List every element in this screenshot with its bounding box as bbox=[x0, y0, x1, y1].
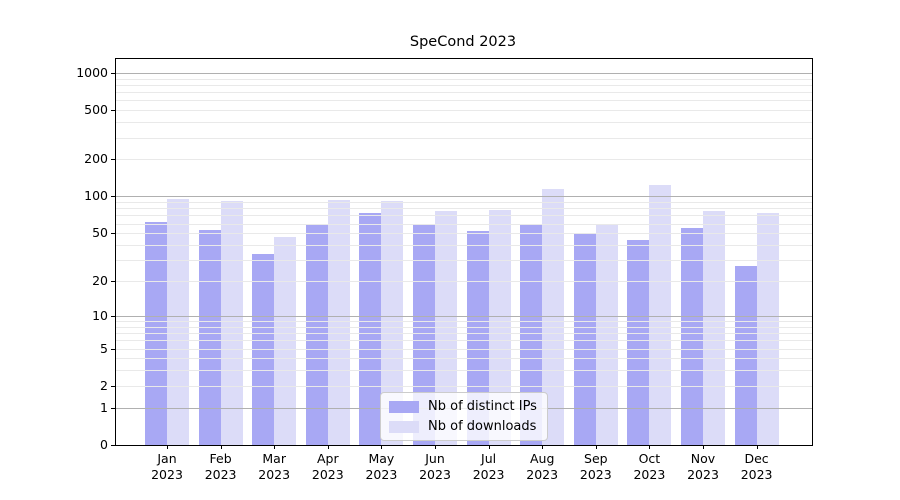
y-tick-label: 20 bbox=[92, 273, 108, 289]
y-tick-label: 0 bbox=[100, 437, 108, 452]
gridline-minor bbox=[116, 202, 812, 204]
gridline-minor bbox=[116, 137, 812, 139]
plot-area: 0 1 2 5 10 20 50 100 200 500 1000 Jan 2023 Feb 2023 M… bbox=[76, 58, 813, 482]
gridline-minor bbox=[116, 159, 812, 161]
x-tick-label: Aug 2023 bbox=[526, 451, 559, 482]
gridline-minor bbox=[116, 326, 812, 328]
x-tick-mark bbox=[220, 445, 222, 449]
x-tick-mark bbox=[167, 445, 168, 449]
legend-label-distinct-ips: Nb of distinct IPs bbox=[428, 399, 537, 414]
y-tick-mark bbox=[111, 281, 116, 283]
y-tick-label: 200 bbox=[84, 151, 108, 167]
gridline-minor bbox=[116, 84, 812, 86]
x-tick-label: Dec 2023 bbox=[740, 451, 773, 482]
y-tick-mark bbox=[111, 72, 116, 74]
y-tick-label: 500 bbox=[84, 102, 108, 118]
x-tick-label: Oct 2023 bbox=[633, 451, 666, 482]
bar-downloads bbox=[595, 224, 618, 445]
x-tick-label: Mar 2023 bbox=[258, 451, 291, 482]
bar-downloads bbox=[649, 184, 672, 445]
x-tick-mark bbox=[274, 445, 276, 449]
x-tick-label: Jun 2023 bbox=[419, 451, 451, 482]
gridline-major bbox=[116, 315, 812, 317]
gridline-minor bbox=[116, 358, 812, 360]
gridline-major bbox=[116, 196, 812, 198]
y-tick-mark bbox=[111, 315, 116, 317]
gridline-minor bbox=[116, 110, 812, 112]
gridline-minor bbox=[116, 245, 812, 246]
y-tick-label: 10 bbox=[92, 307, 108, 323]
y-tick-label: 50 bbox=[92, 225, 108, 241]
y-tick-label: 2 bbox=[100, 377, 108, 393]
x-tick-label: Nov 2023 bbox=[687, 451, 719, 482]
x-tick-label: Apr 2023 bbox=[311, 451, 344, 482]
x-tick-mark bbox=[435, 445, 436, 449]
bar-downloads bbox=[220, 200, 243, 445]
gridline-minor bbox=[116, 223, 812, 225]
gridline-minor bbox=[116, 340, 812, 342]
bar-distinct-ips bbox=[681, 228, 703, 445]
gridline-minor bbox=[116, 208, 812, 210]
y-tick-mark bbox=[111, 445, 116, 446]
legend-swatch-downloads bbox=[389, 420, 419, 433]
bar-downloads bbox=[381, 201, 404, 445]
y-tick-label: 1000 bbox=[76, 64, 108, 80]
bar-downloads bbox=[756, 213, 779, 445]
legend: Nb of distinct IPs Nb of downloads bbox=[380, 392, 548, 441]
legend-swatch-distinct-ips bbox=[389, 400, 419, 413]
gridline-minor bbox=[116, 260, 812, 262]
bar-distinct-ips bbox=[413, 225, 435, 445]
gridline-minor bbox=[116, 321, 812, 322]
y-tick-mark bbox=[111, 159, 116, 161]
gridline-minor bbox=[116, 122, 812, 124]
x-tick-mark bbox=[542, 445, 544, 449]
x-tick-mark bbox=[488, 445, 490, 449]
y-tick-mark bbox=[111, 110, 116, 112]
bar-distinct-ips bbox=[466, 231, 489, 445]
gridline-minor bbox=[116, 281, 812, 283]
gridline-major bbox=[116, 72, 812, 74]
bar-distinct-ips bbox=[198, 230, 221, 445]
gridline-minor bbox=[116, 92, 812, 94]
x-tick-label: Feb 2023 bbox=[204, 451, 237, 482]
x-tick-label: Jul 2023 bbox=[472, 451, 505, 482]
x-tick-label: Sep 2023 bbox=[579, 451, 612, 482]
y-tick-label: 5 bbox=[100, 340, 108, 356]
x-tick-mark bbox=[649, 445, 651, 449]
bar-distinct-ips bbox=[359, 213, 382, 445]
y-tick-mark bbox=[111, 348, 116, 350]
bar-distinct-ips bbox=[627, 240, 650, 445]
x-tick-mark bbox=[381, 445, 383, 449]
gridline-minor bbox=[116, 370, 812, 372]
y-tick-label: 100 bbox=[84, 188, 108, 204]
bar-distinct-ips bbox=[573, 233, 596, 445]
x-tick-mark bbox=[595, 445, 597, 449]
gridline-minor bbox=[116, 215, 812, 217]
legend-entry-downloads: Nb of downloads bbox=[389, 419, 537, 434]
legend-label-downloads: Nb of downloads bbox=[428, 419, 537, 434]
y-tick-mark bbox=[111, 407, 116, 409]
x-tick-label: Jan 2023 bbox=[151, 451, 183, 482]
y-tick-label: 1 bbox=[100, 399, 108, 415]
x-tick-label: May 2023 bbox=[365, 451, 398, 482]
x-tick-mark bbox=[756, 445, 758, 449]
gridline-minor bbox=[116, 78, 812, 80]
x-tick-mark bbox=[703, 445, 704, 449]
bar-distinct-ips bbox=[520, 223, 543, 445]
bar-distinct-ips bbox=[305, 224, 328, 445]
x-tick-mark bbox=[327, 445, 329, 449]
bar-downloads bbox=[703, 211, 725, 445]
y-tick-mark bbox=[111, 196, 116, 198]
gridline-minor bbox=[116, 233, 812, 235]
y-tick-mark bbox=[111, 233, 116, 235]
chart-title: SpeCond 2023 bbox=[409, 34, 517, 50]
gridline-minor bbox=[116, 385, 812, 387]
gridline-minor bbox=[116, 100, 812, 102]
gridline-minor bbox=[116, 348, 812, 350]
legend-entry-distinct-ips: Nb of distinct IPs bbox=[389, 399, 537, 414]
gridline-minor bbox=[116, 333, 812, 335]
bar-distinct-ips bbox=[734, 265, 757, 445]
y-tick-mark bbox=[111, 385, 116, 387]
